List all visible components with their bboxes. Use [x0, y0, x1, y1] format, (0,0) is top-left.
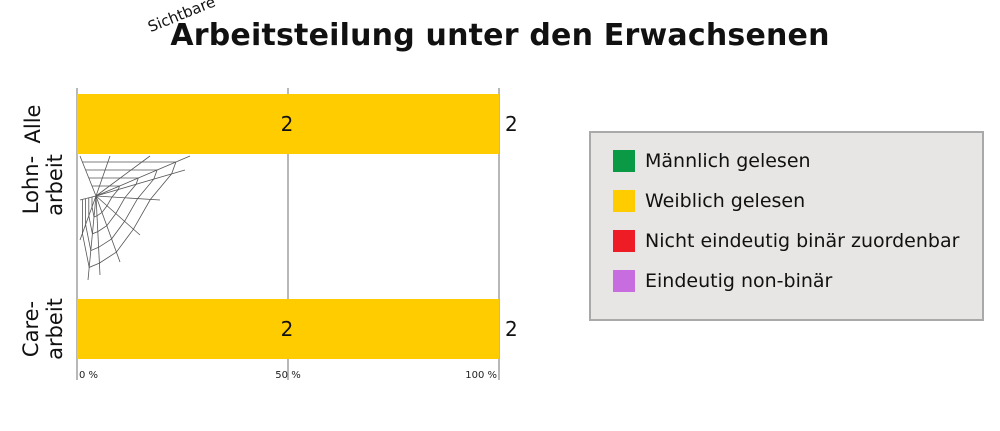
- legend-swatch-unassignable: [613, 230, 635, 252]
- bar-total-label: 2: [505, 317, 518, 341]
- x-tick-label: 100 %: [465, 370, 497, 381]
- legend-item-male: Männlich gelesen: [613, 149, 982, 173]
- category-label: Lohn-arbeit: [19, 154, 67, 216]
- legend-label-female: Weiblich gelesen: [645, 190, 806, 212]
- spider-web-icon: [79, 155, 191, 281]
- chart-title: Arbeitsteilung unter den Erwachsenen: [170, 18, 830, 53]
- legend-item-female: Weiblich gelesen: [613, 189, 982, 213]
- x-tick-label: 0 %: [79, 370, 98, 381]
- legend-swatch-male: [613, 150, 635, 172]
- legend-label-unassignable: Nicht eindeutig binär zuordenbar: [645, 230, 960, 252]
- bar-segment: [77, 94, 499, 154]
- category-label: Alle: [21, 105, 45, 144]
- bar-value-label: 2: [281, 112, 294, 136]
- legend-label-nonbinary: Eindeutig non-binär: [645, 270, 833, 292]
- category-label: Care-arbeit: [19, 298, 67, 360]
- legend-label-male: Männlich gelesen: [645, 150, 811, 172]
- x-tick-label: 50 %: [275, 370, 300, 381]
- bar-total-label: 2: [505, 112, 518, 136]
- legend: Männlich gelesen Weiblich gelesen Nicht …: [589, 131, 984, 321]
- bar-value-label: 2: [281, 317, 294, 341]
- legend-item-unassignable: Nicht eindeutig binär zuordenbar: [613, 229, 982, 253]
- legend-swatch-nonbinary: [613, 270, 635, 292]
- legend-item-nonbinary: Eindeutig non-binär: [613, 269, 982, 293]
- legend-swatch-female: [613, 190, 635, 212]
- bar-segment: [77, 299, 499, 359]
